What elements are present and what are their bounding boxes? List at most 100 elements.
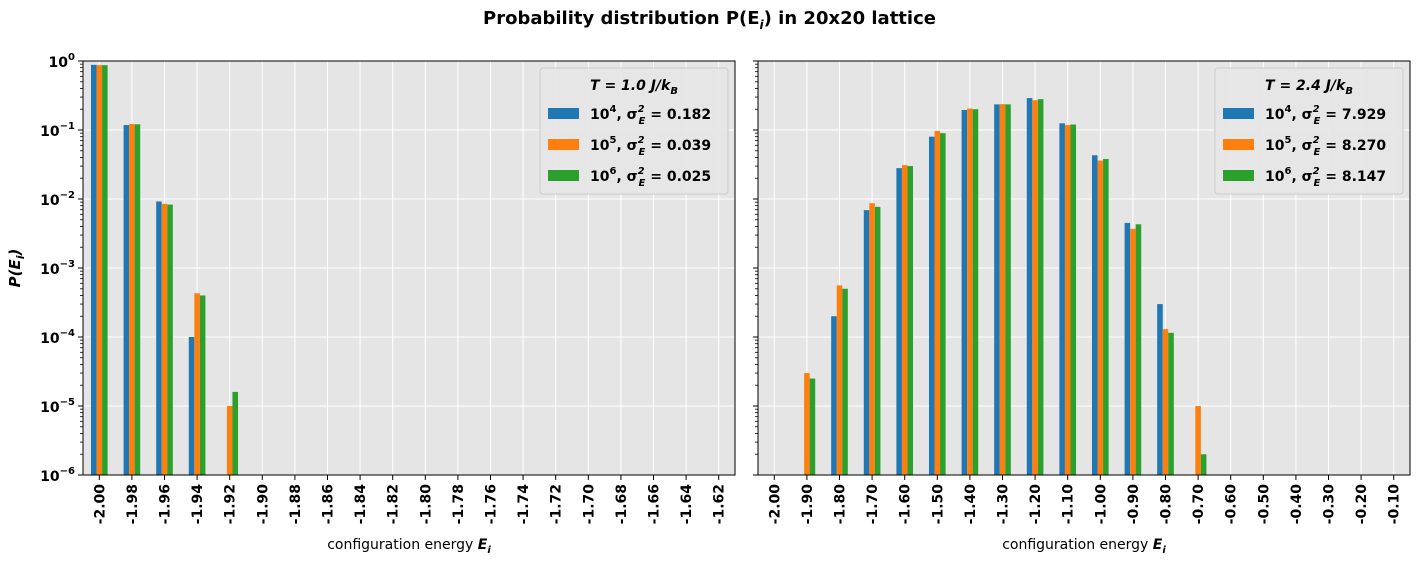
bar-s0--1.00 [1091, 155, 1098, 475]
legend: T = 2.4 J/kB 104, σ2 E = 7.929 105, σ2 E = 8… [1214, 67, 1404, 195]
bar-s0--1.20 [1026, 98, 1033, 475]
bar-s0--0.90 [1124, 222, 1131, 475]
legend-title: T = 1.0 J/kB [590, 78, 678, 97]
x-tick-label: -0.60 [1224, 484, 1240, 525]
legend-entry-2: 106, σ2 E = 8.147 [1265, 166, 1386, 189]
bar-s0--1.94 [188, 337, 195, 475]
y-tick-label: 10−1 [40, 121, 75, 140]
bar-s2--1.92 [232, 391, 239, 475]
bar-s0--1.80 [831, 316, 837, 475]
bar-s2--1.30 [1005, 104, 1011, 476]
x-tick-label: -0.70 [1191, 484, 1207, 525]
bar-s2--1.40 [972, 109, 979, 475]
bar-s1--1.10 [1064, 125, 1071, 476]
bar-s1--1.90 [804, 373, 810, 475]
x-tick-label: -1.84 [353, 484, 369, 525]
legend-entry-2: 106, σ2 E = 0.025 [590, 166, 711, 189]
bar-s1--1.60 [901, 165, 908, 475]
bar-s1--1.40 [967, 108, 973, 475]
bar-s1--1.50 [934, 130, 941, 475]
right-panel: -2.00 -1.90 -1.80 -1.70 -1.60 -1.50 -1.40 -1.30… [753, 60, 1411, 556]
bar-s1--0.80 [1162, 329, 1169, 475]
bar-s2--1.10 [1070, 124, 1077, 475]
x-tick-label: -1.86 [321, 484, 337, 524]
x-tick-label: -1.90 [800, 484, 816, 525]
bar-s1--1.96 [161, 203, 168, 475]
bar-s0--1.70 [863, 210, 870, 475]
x-tick-label: -2.00 [767, 484, 783, 525]
left-panel: 100 10−1 10−2 10−3 10−4 10−5 10−6 -2.00 -1.98 -1.… [40, 52, 736, 556]
x-tick-label: -2.00 [92, 484, 108, 525]
legend-entry-0: 104, σ2 E = 7.929 [1265, 104, 1386, 127]
bar-s0--1.98 [123, 125, 130, 476]
x-tick-label: -1.66 [647, 484, 663, 524]
y-tick-label: 10−5 [40, 397, 75, 416]
bar-s1--1.30 [999, 104, 1006, 475]
y-tick-label: 10−3 [40, 259, 75, 278]
legend-swatch-2 [1223, 170, 1254, 181]
legend-entry-0: 104, σ2 E = 0.182 [590, 104, 711, 127]
x-tick-label: -1.78 [451, 484, 467, 524]
bar-s2--1.60 [907, 166, 914, 476]
x-tick-label: -1.74 [516, 484, 532, 525]
bar-s2--2.00 [102, 65, 108, 476]
x-tick-label: -0.90 [1126, 484, 1142, 525]
x-tick-label: -1.50 [930, 484, 946, 525]
bar-s2--1.96 [167, 204, 173, 475]
bar-s2--0.70 [1200, 454, 1207, 475]
bar-s2--1.70 [874, 206, 881, 475]
bar-s0--0.80 [1157, 304, 1163, 475]
x-tick-label: -1.30 [996, 484, 1012, 525]
y-tick-label: 10−2 [40, 190, 75, 209]
x-tick-label: -1.70 [865, 484, 881, 525]
x-tick-label: -1.00 [1093, 484, 1109, 525]
bar-s2--0.90 [1135, 224, 1142, 475]
x-axis-label: configuration energy Ei [1002, 537, 1166, 556]
bar-s1--0.90 [1130, 228, 1136, 475]
x-tick-label: -1.92 [223, 484, 239, 524]
y-tick-label: 100 [49, 52, 75, 71]
x-tick-label: -1.88 [288, 484, 304, 524]
x-tick-label: -1.98 [125, 484, 141, 524]
y-tick-label: 10−4 [40, 328, 75, 347]
bar-s0--1.96 [156, 201, 162, 475]
bar-s0--1.30 [994, 104, 1000, 476]
y-axis-label: P(Ei) [6, 249, 27, 288]
bar-s2--1.00 [1103, 158, 1109, 475]
legend-entry-1: 105, σ2 E = 8.270 [1265, 135, 1386, 158]
legend-box [1214, 67, 1404, 195]
x-tick-label: -1.90 [255, 484, 271, 525]
bar-s1--1.80 [836, 285, 843, 475]
bar-s2--1.50 [940, 133, 946, 475]
x-tick-label: -1.82 [386, 484, 402, 524]
x-tick-label: -1.20 [1028, 484, 1044, 525]
x-tick-label: -1.40 [963, 484, 979, 525]
x-axis-label: configuration energy Ei [327, 537, 491, 556]
x-tick-label: -1.80 [833, 484, 849, 525]
bar-s0--1.40 [961, 109, 968, 475]
y-tick-label: 10−6 [40, 466, 75, 485]
legend-swatch-1 [1223, 139, 1254, 150]
bar-s2--1.20 [1037, 99, 1044, 476]
x-tick-label: -1.80 [418, 484, 434, 525]
bar-s2--1.80 [842, 288, 848, 475]
bar-s1--1.92 [226, 406, 233, 475]
bar-s2--1.94 [199, 295, 206, 475]
bar-s2--1.98 [134, 124, 141, 475]
bar-s0--1.50 [928, 136, 935, 475]
legend-swatch-0 [1223, 108, 1254, 119]
x-tick-label: -1.76 [484, 484, 500, 524]
x-tick-label: -1.96 [158, 484, 174, 524]
bar-s2--0.80 [1168, 332, 1174, 475]
legend-box [539, 67, 729, 195]
bar-s1--2.00 [96, 65, 103, 476]
legend-swatch-1 [548, 139, 579, 150]
x-tick-label: -0.80 [1159, 484, 1175, 525]
x-tick-label: -1.62 [712, 484, 728, 524]
x-tick-label: -0.10 [1387, 484, 1403, 525]
bar-s1--0.70 [1195, 406, 1201, 475]
bar-s1--1.98 [129, 124, 135, 475]
legend-swatch-2 [548, 170, 579, 181]
x-tick-label: -1.70 [581, 484, 597, 525]
legend: T = 1.0 J/kB 104, σ2 E = 0.182 105, σ2 E = 0… [539, 67, 729, 195]
